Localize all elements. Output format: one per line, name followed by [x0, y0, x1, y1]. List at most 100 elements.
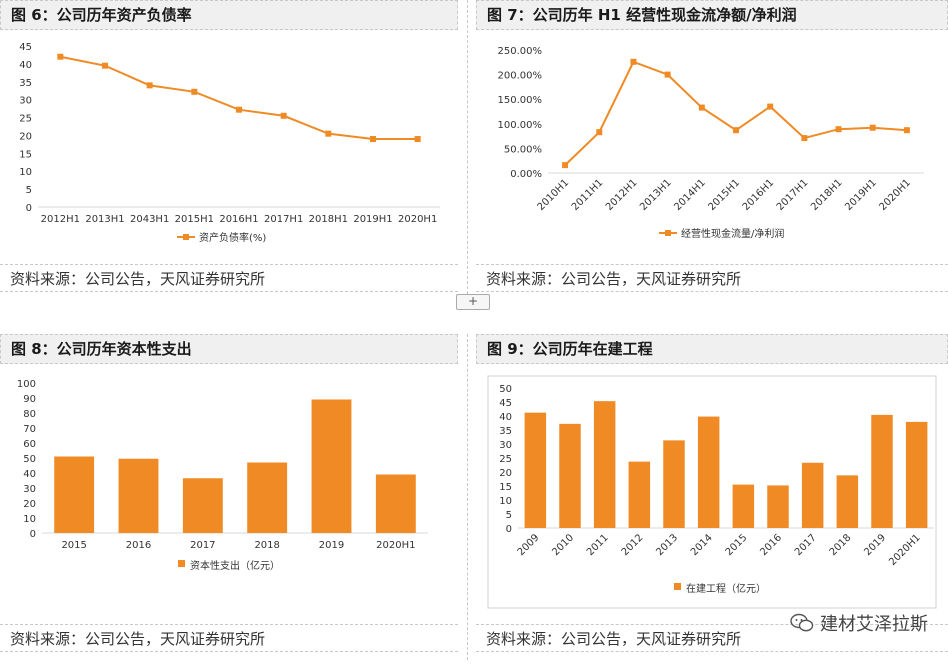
- y-tick-label: 5: [506, 510, 512, 521]
- x-tick-label: 2016H1: [741, 177, 777, 213]
- source-text: 资料来源：公司公告，天风证券研究所: [476, 624, 948, 652]
- x-tick-label: 2014H1: [672, 177, 708, 213]
- chart-fig7: 0.00% 50.00% 100.00% 150.00% 200.00% 250.00% 2…: [498, 46, 924, 240]
- series-line: [60, 55, 418, 141]
- legend-marker: [674, 583, 681, 590]
- y-tick-label: 45: [499, 398, 512, 409]
- y-tick-label: 0.00%: [510, 169, 542, 180]
- y-tick-label: 80: [23, 409, 36, 420]
- chart-title: 图 7：公司历年 H1 经营性现金流净额/净利润: [476, 0, 948, 30]
- data-point: [835, 126, 842, 133]
- y-tick-label: 100: [17, 379, 36, 390]
- bar: [182, 478, 223, 533]
- y-tick-label: 30: [23, 484, 36, 495]
- y-tick-label: 20: [19, 131, 32, 142]
- panel-fig6: 图 6：公司历年资产负债率 0 5 10 15 20 25 30 35 40 45 2012H1 20…: [0, 0, 458, 294]
- y-tick-label: 25: [499, 454, 512, 465]
- data-point: [767, 103, 774, 110]
- y-tick-label: 150.00%: [498, 95, 543, 106]
- y-tick-label: 40: [499, 412, 512, 423]
- chart-title: 图 8：公司历年资本性支出: [0, 334, 458, 364]
- bar: [311, 399, 352, 533]
- divider: [467, 334, 468, 660]
- y-tick-label: 200.00%: [498, 71, 543, 82]
- y-tick-label: 35: [19, 78, 32, 89]
- x-tick-label: 2013H1: [85, 214, 124, 225]
- bar: [628, 461, 651, 528]
- bar: [663, 440, 685, 528]
- chart-title: 图 9：公司历年在建工程: [476, 334, 948, 364]
- bar: [559, 423, 581, 528]
- x-tick-label: 2014: [689, 532, 715, 558]
- legend-label: 资产负债率(%): [199, 231, 266, 244]
- data-point: [146, 82, 153, 89]
- y-tick-label: 70: [23, 424, 36, 435]
- y-tick-label: 20: [23, 499, 36, 510]
- y-tick-label: 10: [499, 496, 512, 507]
- bar: [801, 462, 824, 528]
- source-text: 资料来源：公司公告，天风证券研究所: [0, 264, 458, 292]
- bar: [697, 416, 720, 528]
- bar: [905, 421, 928, 528]
- wechat-icon: [790, 613, 814, 632]
- legend-marker: [183, 234, 189, 240]
- x-tick-label: 2019H1: [843, 177, 879, 213]
- y-tick-label: 20: [499, 468, 512, 479]
- x-tick-label: 2043H1: [130, 214, 169, 225]
- bar: [767, 485, 789, 528]
- y-tick-label: 10: [23, 514, 36, 525]
- y-tick-label: 45: [19, 42, 32, 53]
- x-tick-label: 2017H1: [775, 177, 811, 213]
- x-tick-label: 2015H1: [707, 177, 743, 213]
- data-point: [280, 112, 287, 119]
- chart-fig8: 0 10 20 30 40 50 60 70 80 90 100 2015 2016 2017 2018 20…: [17, 379, 428, 572]
- x-tick-label: 2019: [319, 540, 344, 551]
- data-point: [903, 127, 910, 134]
- source-text: 资料来源：公司公告，天风证券研究所: [476, 264, 948, 292]
- x-tick-label: 2017: [793, 532, 819, 558]
- bar: [732, 484, 755, 528]
- bar: [54, 456, 95, 533]
- watermark-text: 建材艾泽拉斯: [820, 614, 928, 635]
- data-point: [236, 106, 242, 113]
- x-tick-label: 2015H1: [175, 214, 214, 225]
- x-tick-label: 2019: [862, 532, 888, 558]
- x-tick-label: 2011: [585, 532, 611, 558]
- bar: [375, 474, 416, 533]
- plot-frame: [487, 375, 937, 609]
- panel-fig7: 图 7：公司历年 H1 经营性现金流净额/净利润 0.00% 50.00% 100.…: [476, 0, 948, 294]
- data-point: [57, 53, 64, 60]
- y-tick-label: 25: [19, 114, 32, 125]
- add-row-button[interactable]: +: [456, 294, 490, 310]
- data-point: [370, 136, 376, 143]
- y-tick-label: 30: [19, 96, 32, 107]
- y-tick-label: 250.00%: [498, 46, 543, 57]
- y-tick-label: 15: [19, 149, 32, 160]
- y-tick-label: 100.00%: [498, 120, 543, 131]
- x-tick-label: 2013H1: [638, 177, 674, 213]
- bar: [118, 458, 159, 533]
- source-text: 资料来源：公司公告，天风证券研究所: [0, 624, 458, 652]
- data-point: [325, 130, 332, 137]
- y-tick-label: 10: [19, 167, 32, 178]
- data-point: [596, 129, 603, 136]
- y-tick-label: 50: [23, 454, 36, 465]
- x-tick-label: 2020H1: [376, 540, 415, 551]
- panel-fig9: 图 9：公司历年在建工程 0 5 10 15 20 25 30 35 40 45 50 2009 201…: [476, 334, 948, 660]
- legend-marker: [665, 230, 671, 236]
- x-tick-label: 2018H1: [309, 214, 348, 225]
- legend-marker: [178, 560, 185, 567]
- x-tick-label: 2020H1: [398, 214, 437, 225]
- data-point: [664, 71, 671, 78]
- data-point: [191, 88, 198, 95]
- chart-fig9: 0 5 10 15 20 25 30 35 40 45 50 2009 2010 2011 2012 2013…: [487, 375, 937, 609]
- x-tick-label: 2017: [190, 540, 215, 551]
- y-tick-label: 50.00%: [504, 144, 542, 155]
- chart-fig6: 0 5 10 15 20 25 30 35 40 45 2012H1 2013H1 2043H1 2015…: [19, 42, 440, 244]
- legend-label: 经营性现金流量/净利润: [681, 227, 784, 240]
- x-tick-label: 2016H1: [219, 214, 258, 225]
- data-point: [698, 104, 705, 111]
- x-tick-label: 2015: [61, 540, 86, 551]
- bar: [524, 412, 547, 528]
- x-tick-label: 2016: [758, 532, 784, 558]
